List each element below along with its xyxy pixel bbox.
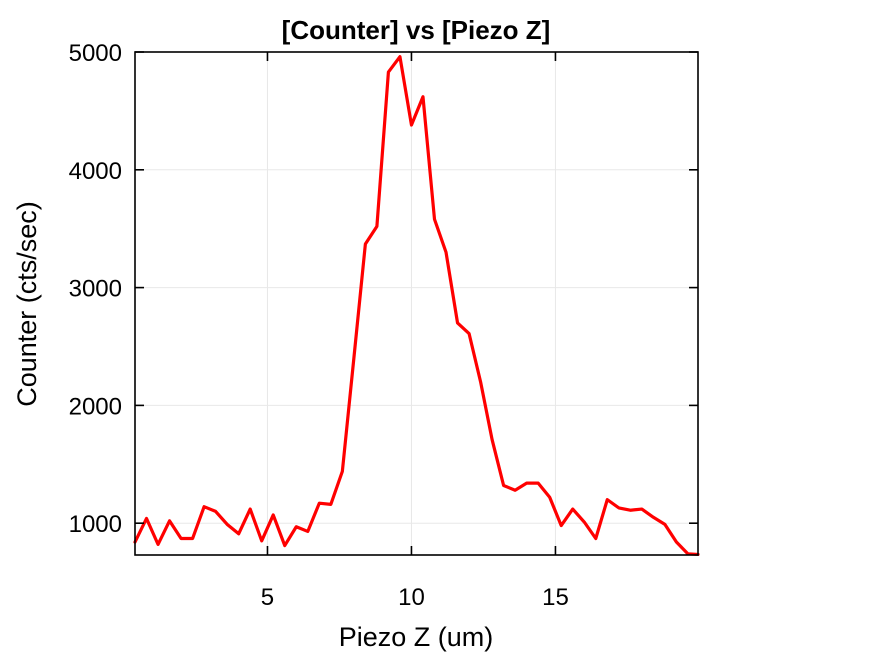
- y-tick-label-2: 3000: [69, 276, 122, 303]
- plot-frame: [134, 51, 699, 556]
- series-line: [133, 55, 700, 557]
- y-tick-label-1: 2000: [69, 393, 122, 420]
- series-layer: [133, 55, 700, 557]
- axis-ticks: 5 10 15 1000 2000 3000 4000 5000: [69, 40, 698, 611]
- chart-title: [Counter] vs [Piezo Z]: [282, 15, 551, 45]
- y-tick-label-0: 1000: [69, 511, 122, 538]
- x-tick-label-1: 10: [398, 584, 425, 611]
- y-tick-label-3: 4000: [69, 158, 122, 185]
- y-axis-label: Counter (cts/sec): [12, 201, 42, 407]
- x-tick-label-2: 15: [542, 584, 569, 611]
- x-tick-label-0: 5: [261, 584, 274, 611]
- y-tick-label-4: 5000: [69, 40, 122, 67]
- x-axis-label: Piezo Z (um): [339, 622, 494, 652]
- grid-lines: [135, 51, 698, 555]
